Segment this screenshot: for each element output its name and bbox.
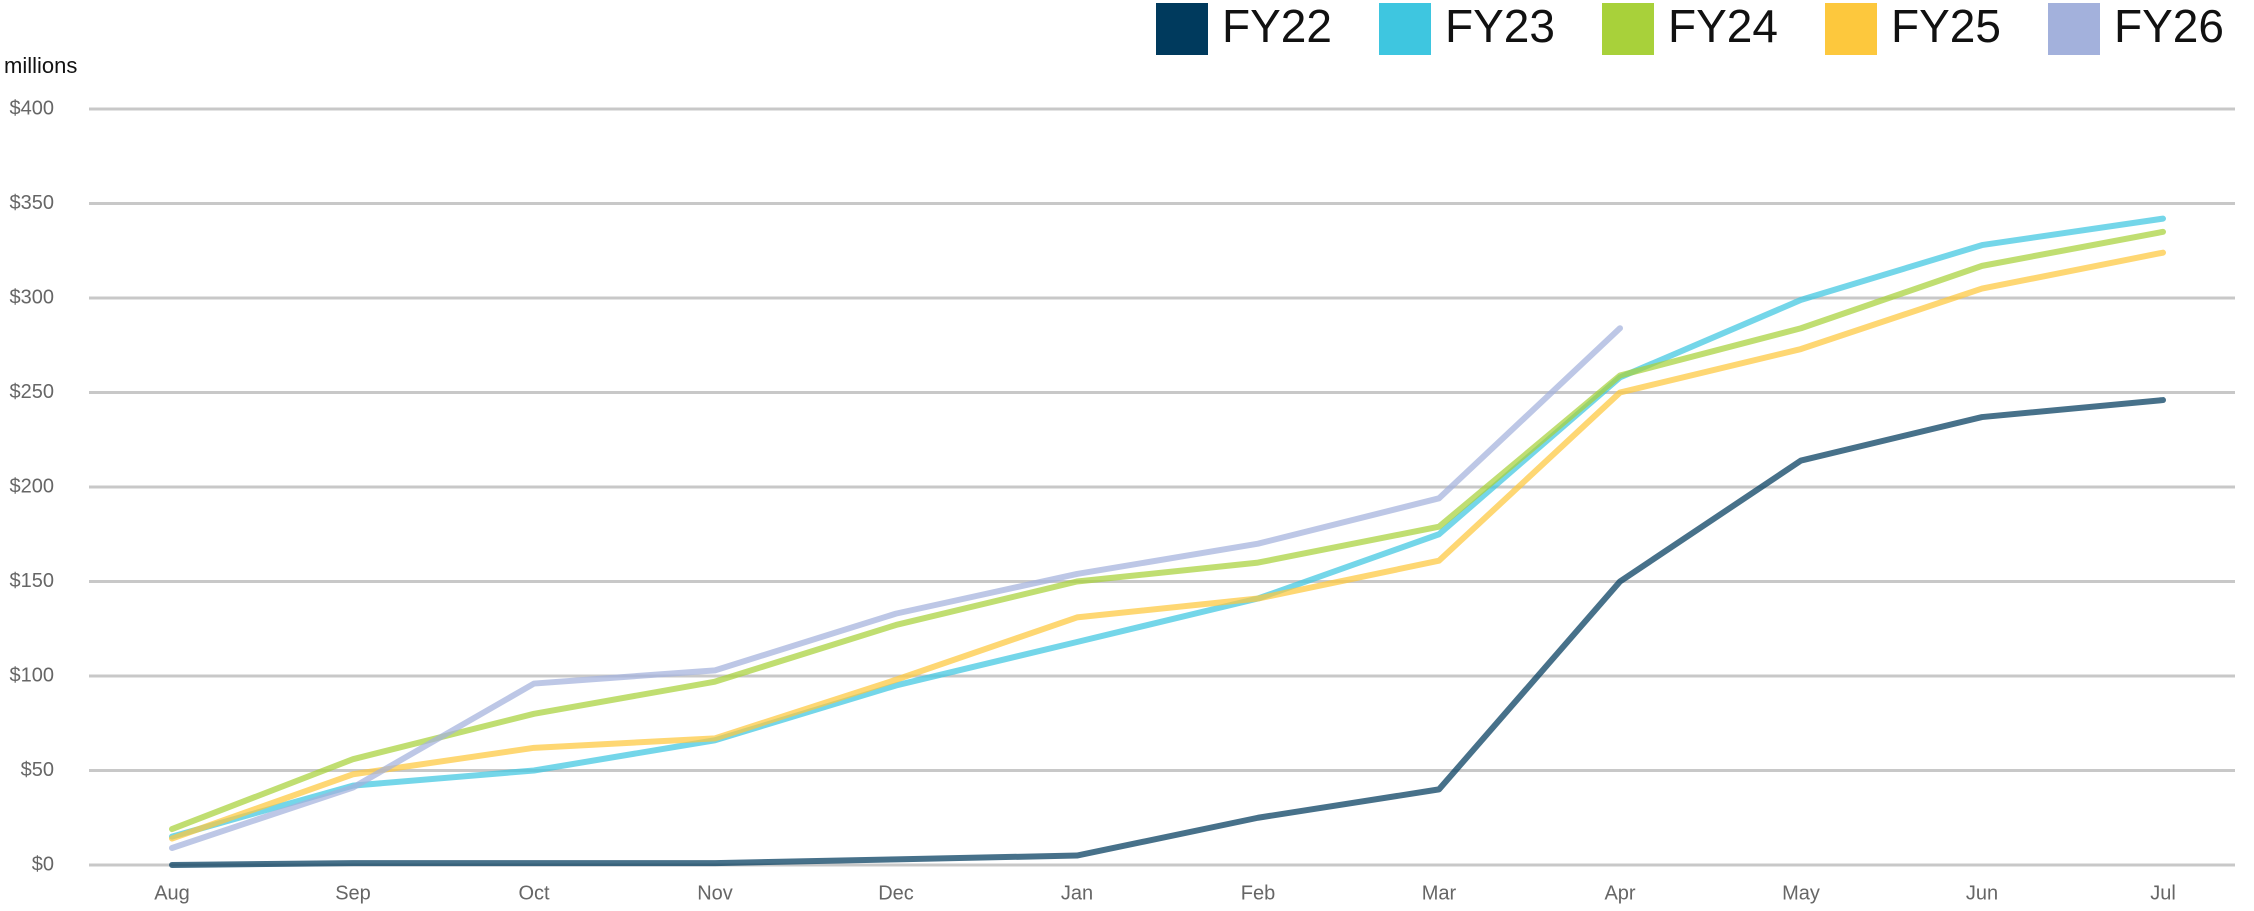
y-tick-label: $250 [10, 381, 55, 403]
x-tick-label: Mar [1422, 882, 1457, 904]
legend-swatch [1156, 3, 1208, 55]
legend-label: FY22 [1222, 0, 1332, 52]
y-tick-label: $200 [10, 475, 55, 497]
series-line [169, 325, 1623, 851]
x-tick-label: Aug [154, 882, 190, 904]
y-tick-label: $100 [10, 664, 55, 686]
x-tick-label: Jan [1061, 882, 1093, 904]
legend-swatch [2048, 3, 2100, 55]
y-tick-label: $50 [21, 759, 54, 781]
x-tick-label: Nov [697, 882, 733, 904]
series-line [169, 215, 2166, 840]
y-tick-label: $400 [10, 97, 55, 119]
legend-label: FY24 [1668, 0, 1778, 52]
legend-label: FY25 [1891, 0, 2001, 52]
legend-swatch [1602, 3, 1654, 55]
x-tick-label: Jul [2150, 882, 2176, 904]
legend-swatch [1825, 3, 1877, 55]
legend-label: FY26 [2114, 0, 2224, 52]
x-tick-label: Feb [1241, 882, 1275, 904]
x-tick-label: May [1782, 882, 1820, 904]
y-axis-label: millions [4, 53, 77, 78]
x-tick-label: Jun [1966, 882, 1998, 904]
x-tick-label: Dec [878, 882, 914, 904]
x-tick-label: Oct [518, 882, 550, 904]
y-tick-label: $150 [10, 570, 55, 592]
legend-label: FY23 [1445, 0, 1555, 52]
y-tick-label: $350 [10, 192, 55, 214]
series-line [169, 249, 2166, 842]
y-tick-label: $0 [32, 853, 54, 875]
x-tick-label: Sep [335, 882, 371, 904]
series-line [169, 397, 2166, 868]
x-tick-label: Apr [1604, 882, 1635, 904]
y-tick-label: $300 [10, 286, 55, 308]
series-line [169, 228, 2166, 833]
legend-swatch [1379, 3, 1431, 55]
